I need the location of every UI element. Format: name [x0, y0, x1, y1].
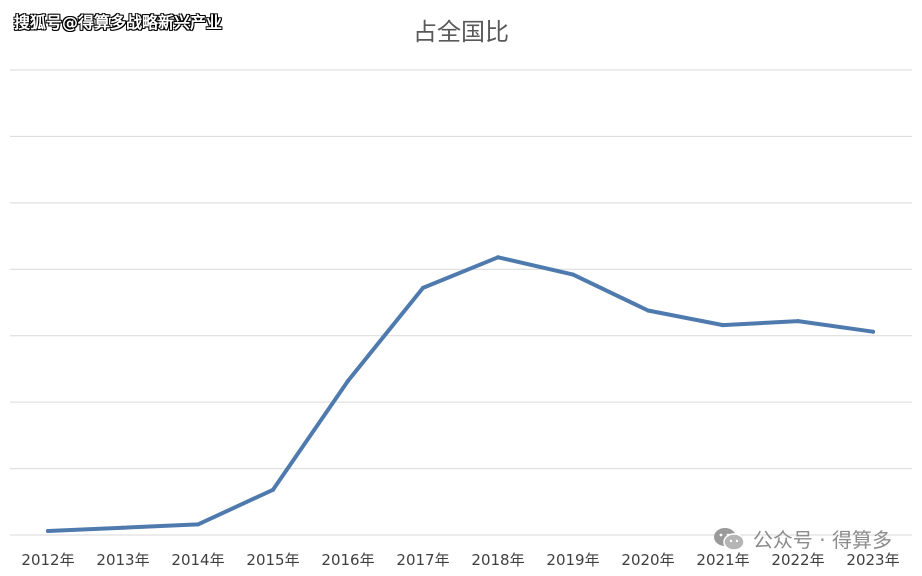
- wechat-icon: [713, 527, 745, 551]
- data-point-2019年: [571, 272, 575, 277]
- x-tick-label: 2019年: [546, 551, 599, 569]
- x-tick-label: 2015年: [246, 551, 299, 569]
- x-tick-label: 2017年: [396, 551, 449, 569]
- watermark-bottom: 公众号 · 得算多: [713, 524, 892, 553]
- x-tick-label: 2012年: [21, 551, 74, 569]
- watermark-top: 搜狐号@得算多战略新兴产业: [14, 13, 223, 32]
- data-point-2016年: [346, 378, 350, 383]
- gridlines: [10, 69, 912, 536]
- data-point-2015年: [271, 487, 275, 492]
- data-point-2014年: [196, 522, 200, 527]
- data-point-2021年: [721, 323, 725, 328]
- data-point-2013年: [121, 525, 125, 530]
- x-tick-label: 2023年: [846, 551, 899, 569]
- data-point-2023年: [871, 329, 875, 334]
- series-line: [46, 255, 875, 533]
- watermark-bottom-text: 公众号 · 得算多: [752, 528, 892, 552]
- x-tick-label: 2021年: [696, 551, 749, 569]
- x-tick-labels: 2012年 2013年 2014年 2015年 2016年 2017年 2018年 2019年…: [21, 551, 899, 569]
- x-tick-label: 2016年: [321, 551, 374, 569]
- x-tick-label: 2013年: [96, 551, 149, 569]
- x-tick-label: 2022年: [771, 551, 824, 569]
- data-point-2020年: [646, 308, 650, 313]
- data-point-2012年: [46, 529, 50, 533]
- x-tick-label: 2014年: [171, 551, 224, 569]
- x-tick-label: 2020年: [621, 551, 674, 569]
- x-tick-label: 2018年: [471, 551, 524, 569]
- data-point-2018年: [496, 255, 500, 260]
- chart-title: 占全国比: [413, 18, 509, 46]
- data-point-2017年: [421, 285, 425, 290]
- data-point-2022年: [796, 319, 800, 324]
- series-group: [46, 255, 875, 533]
